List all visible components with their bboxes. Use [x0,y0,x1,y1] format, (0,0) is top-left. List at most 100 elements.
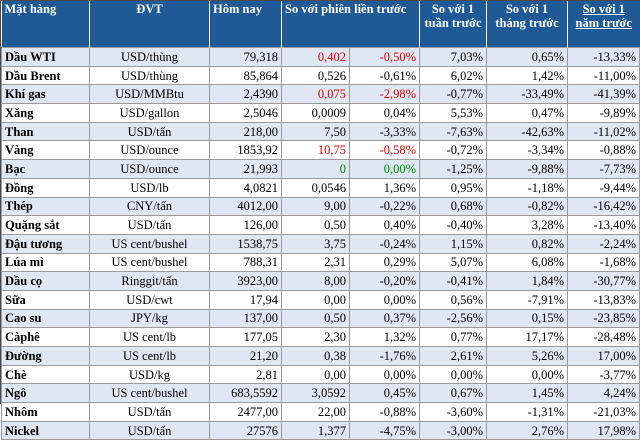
unit-cell: USD/lb [89,177,210,198]
price-today: 788,31 [209,252,282,273]
pct-vs-month: 0,82% [486,233,569,254]
table-row: Dầu WTI USD/thùng 79,318 0,402 -0,50% 7,03% 0,… [1,47,640,67]
pct-vs-year: -9,89% [567,103,640,123]
pct-vs-year: -11,00% [567,65,640,86]
pct-vs-prev: 0,00% [348,364,421,385]
change-vs-prev: 0,0009 [281,103,350,123]
pct-vs-month: 1,84% [486,271,569,291]
price-today: 17,94 [209,289,282,310]
pct-vs-year: -0,88% [567,140,640,161]
change-vs-prev: 1,377 [281,420,350,440]
pct-vs-prev: -0,50% [348,47,421,67]
unit-cell: Ringgit/tấn [89,271,210,291]
change-vs-prev: 7,50 [281,121,350,142]
commodity-name: Quặng sắt [1,215,90,235]
pct-vs-prev: 0,00% [348,159,421,179]
change-vs-prev: 0,075 [281,84,350,105]
pct-vs-year: -3,77% [567,364,640,385]
header-vs-prev: So với phiên liền trước [281,1,421,48]
unit-cell: US cent/bushel [89,383,210,404]
pct-vs-year: -11,02% [567,121,640,142]
table-row: Nhôm USD/tấn 2477,00 22,00 -0,88% -3,60% -1,31… [1,402,640,422]
unit-cell: US cent/bushel [89,252,210,273]
price-today: 4012,00 [209,196,282,217]
change-vs-prev: 9,00 [281,196,350,217]
pct-vs-year: -23,85% [567,308,640,329]
unit-cell: USD/tấn [89,402,210,422]
pct-vs-week: 1,15% [419,233,488,254]
pct-vs-prev: -0,61% [348,65,421,86]
change-vs-prev: 2,31 [281,252,350,273]
change-vs-prev: 0,00 [281,364,350,385]
price-today: 2,4390 [209,84,282,105]
unit-cell: US cent/lb [89,346,210,366]
commodity-name: Càphê [1,327,90,347]
table-row: Xăng USD/gallon 2,5046 0,0009 0,04% 5,53% 0,47… [1,103,640,123]
price-today: 21,20 [209,346,282,366]
price-today: 126,00 [209,215,282,235]
change-vs-prev: 3,0592 [281,383,350,404]
change-vs-prev: 0,00 [281,289,350,310]
pct-vs-month: 1,42% [486,65,569,86]
unit-cell: USD/ounce [89,140,210,161]
header-vs-month: So với 1 tháng trước [486,1,569,48]
commodity-name: Than [1,121,90,142]
pct-vs-week: -3,60% [419,402,488,422]
unit-cell: CNY/tấn [89,196,210,217]
pct-vs-month: 3,28% [486,215,569,235]
change-vs-prev: 0,50 [281,308,350,329]
pct-vs-week: 0,95% [419,177,488,198]
unit-cell: USD/ounce [89,159,210,179]
price-today: 21,993 [209,159,282,179]
pct-vs-prev: -4,75% [348,420,421,440]
pct-vs-week: 6,02% [419,65,488,86]
change-vs-prev: 8,00 [281,271,350,291]
commodity-name: Vàng [1,140,90,161]
commodity-name: Khí gas [1,84,90,105]
pct-vs-prev: 0,40% [348,215,421,235]
price-today: 218,00 [209,121,282,142]
table-row: Dầu Brent USD/thùng 85,864 0,526 -0,61% 6,02%… [1,65,640,86]
table-row: Bạc USD/ounce 21,993 0 0,00% -1,25% -9,88% -7,7… [1,159,640,179]
table-row: Càphê US cent/lb 177,05 2,30 1,32% 0,77% 17,17… [1,327,640,347]
commodity-name: Đậu tương [1,233,90,254]
unit-cell: USD/thùng [89,47,210,67]
change-vs-prev: 0,38 [281,346,350,366]
table-row: Than USD/tấn 218,00 7,50 -3,33% -7,63% -42,63%… [1,121,640,142]
pct-vs-prev: 0,04% [348,103,421,123]
change-vs-prev: 0,526 [281,65,350,86]
pct-vs-month: 0,00% [486,364,569,385]
commodity-name: Nickel [1,420,90,440]
pct-vs-year: -9,44% [567,177,640,198]
pct-vs-prev: -0,58% [348,140,421,161]
pct-vs-month: 1,45% [486,383,569,404]
table-row: Thép CNY/tấn 4012,00 9,00 -0,22% 0,68% -0,82% -… [1,196,640,217]
unit-cell: USD/tấn [89,215,210,235]
pct-vs-week: -0,40% [419,215,488,235]
table-header: Mặt hàng ĐVT Hôm nay So với phiên liền t… [1,1,640,48]
pct-vs-year: -28,48% [567,327,640,347]
pct-vs-week: 0,56% [419,289,488,310]
pct-vs-year: -7,73% [567,159,640,179]
commodity-name: Đường [1,346,90,366]
pct-vs-month: -33,49% [486,84,569,105]
commodity-name: Dầu WTI [1,47,90,67]
table-row: Đường US cent/lb 21,20 0,38 -1,76% 2,61% 5,26%… [1,346,640,366]
pct-vs-prev: -0,24% [348,233,421,254]
commodity-name: Xăng [1,103,90,123]
pct-vs-year: -1,68% [567,252,640,273]
pct-vs-prev: -2,98% [348,84,421,105]
pct-vs-week: -0,77% [419,84,488,105]
pct-vs-prev: -0,22% [348,196,421,217]
pct-vs-week: 0,67% [419,383,488,404]
pct-vs-year: -21,03% [567,402,640,422]
pct-vs-week: 5,07% [419,252,488,273]
pct-vs-week: -2,56% [419,308,488,329]
pct-vs-year: -41,39% [567,84,640,105]
price-today: 137,00 [209,308,282,329]
header-vs-year: So với 1 năm trước [567,1,640,48]
pct-vs-prev: -0,20% [348,271,421,291]
price-today: 2477,00 [209,402,282,422]
pct-vs-year: -13,83% [567,289,640,310]
